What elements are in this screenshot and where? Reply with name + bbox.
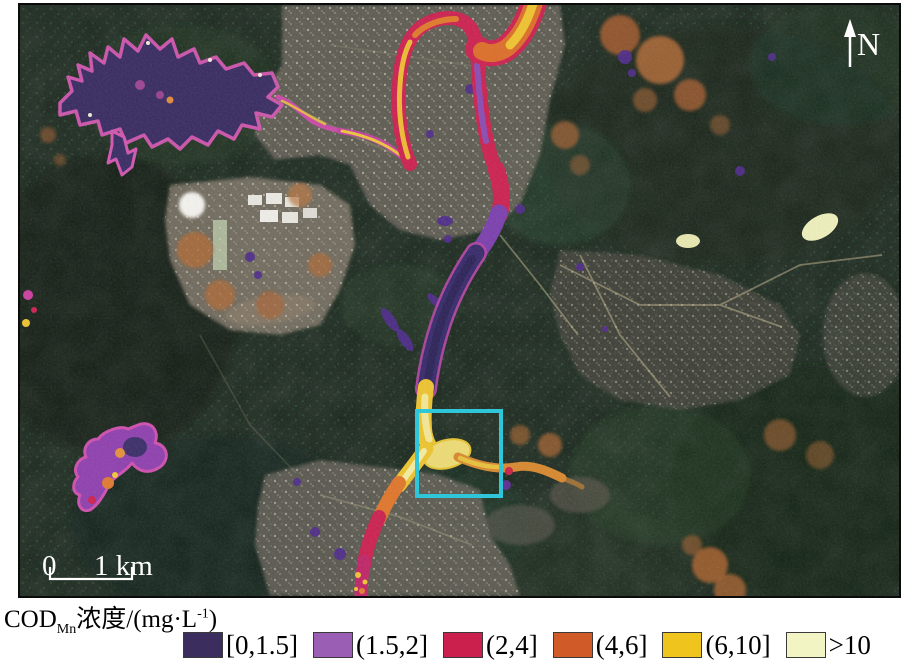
north-label: N (857, 26, 880, 62)
legend-swatch-4-6 (552, 632, 593, 658)
legend-label-6-10: (6,10] (705, 630, 771, 660)
map-frame: N 0 1 km (18, 3, 901, 598)
legend-swatch-1p5-2 (312, 632, 353, 658)
legend-swatch-2-4 (442, 632, 483, 658)
legend-swatch-gt10 (785, 632, 826, 658)
scale-zero-label: 0 (42, 550, 57, 582)
legend-item-4-6: (4,6] (552, 630, 648, 660)
grain-overlay (20, 5, 899, 596)
legend-swatch-6-10 (662, 632, 703, 658)
legend-label-gt10: >10 (828, 630, 871, 660)
legend-label-0-1p5: [0,1.5] (226, 630, 298, 660)
legend-item-6-10: (6,10] (662, 630, 771, 660)
roi-box (415, 409, 503, 498)
legend-label-1p5-2: (1.5,2] (355, 630, 428, 660)
scale-distance-label: 1 km (94, 550, 153, 582)
legend-title-sup: -1 (197, 606, 209, 622)
legend-swatch-0-1p5 (183, 632, 223, 658)
north-arrow: N (844, 19, 880, 67)
legend-title-units: 浓度/(mg·L (76, 606, 198, 633)
scale-bar: 0 1 km (42, 550, 153, 582)
legend-title-close: ) (208, 606, 218, 633)
legend-item-2-4: (2,4] (442, 630, 538, 660)
legend-item-1p5-2: (1.5,2] (312, 630, 428, 660)
legend-label-2-4: (2,4] (485, 630, 538, 660)
satellite-map: N 0 1 km (20, 5, 899, 596)
legend-title-cod: COD (4, 606, 57, 633)
legend: [0,1.5] (1.5,2] (2,4] (4,6] (6,10] >10 (183, 630, 871, 660)
legend-item-gt10: >10 (785, 630, 871, 660)
legend-title: CODMn浓度/(mg·L-1) (4, 599, 217, 638)
legend-label-4-6: (4,6] (595, 630, 648, 660)
legend-title-sub: Mn (56, 622, 77, 637)
legend-item-0-1p5: [0,1.5] (183, 630, 298, 660)
